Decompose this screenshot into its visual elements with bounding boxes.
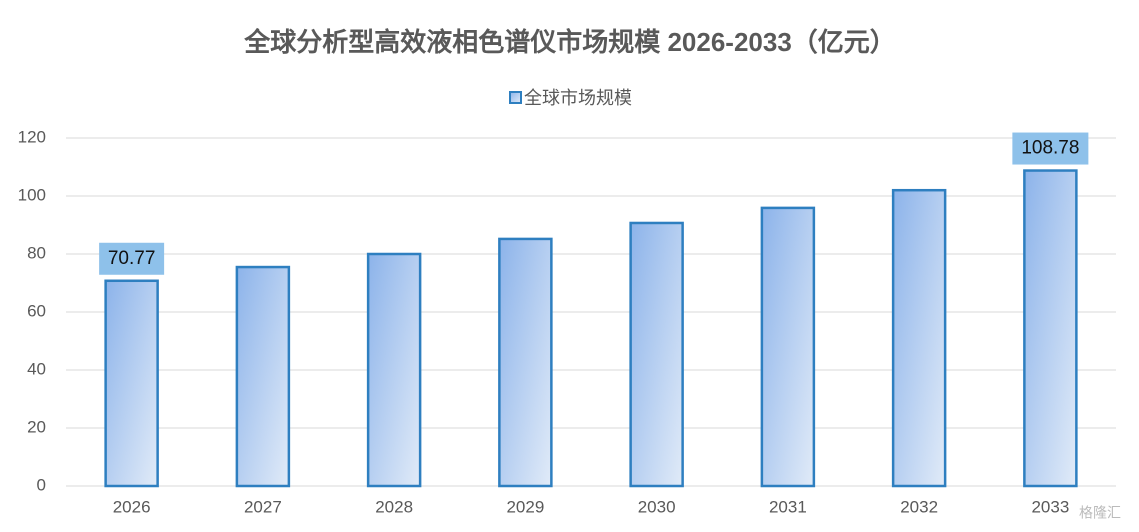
x-tick-label: 2026 — [113, 497, 151, 516]
x-tick-label: 2027 — [244, 497, 282, 516]
watermark: 格隆汇 — [1079, 505, 1121, 521]
y-tick-label: 20 — [27, 417, 46, 436]
bar — [235, 265, 291, 488]
y-tick-label: 120 — [18, 127, 46, 146]
x-tick-label: 2028 — [375, 497, 413, 516]
y-tick-label: 80 — [27, 243, 46, 262]
bar — [891, 188, 947, 488]
x-tick-label: 2030 — [638, 497, 676, 516]
x-tick-label: 2029 — [506, 497, 544, 516]
bar — [104, 279, 159, 488]
x-tick-label: 2031 — [769, 497, 807, 516]
legend-swatch — [509, 91, 522, 104]
y-tick-label: 40 — [27, 359, 46, 378]
data-label-box — [99, 242, 165, 275]
chart-title: 全球分析型高效液相色谱仪市场规模 2026-2033（亿元） — [243, 27, 896, 57]
legend-label: 全球市场规模 — [524, 88, 632, 108]
y-tick-label: 0 — [37, 475, 46, 494]
data-label: 108.78 — [1021, 138, 1079, 159]
bar — [1023, 169, 1078, 488]
x-tick-label: 2032 — [900, 497, 938, 516]
data-label-box — [1012, 132, 1089, 165]
y-tick-label: 100 — [18, 185, 46, 204]
legend: 全球市场规模 — [509, 88, 632, 108]
bar — [498, 237, 553, 488]
bar — [366, 252, 422, 488]
data-label: 70.77 — [108, 248, 156, 269]
x-tick-label: 2033 — [1031, 497, 1069, 516]
y-tick-label: 60 — [27, 301, 46, 320]
bar — [760, 206, 816, 488]
bar — [629, 221, 684, 488]
